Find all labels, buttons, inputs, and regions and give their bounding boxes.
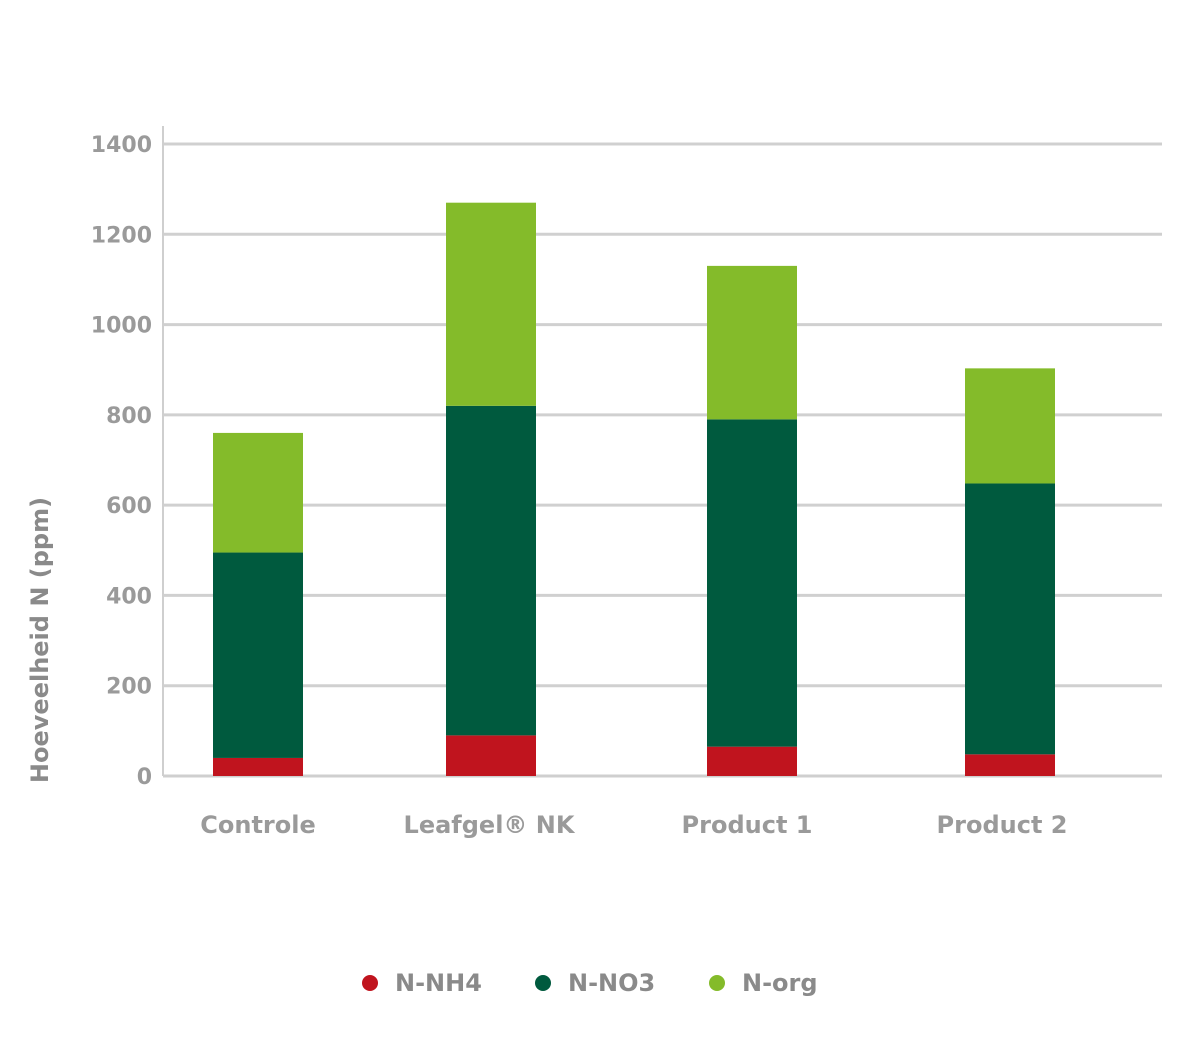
legend-item: N-NH4 bbox=[362, 969, 482, 997]
legend-label: N-NH4 bbox=[395, 969, 482, 997]
legend-label: N-org bbox=[742, 969, 818, 997]
y-tick-label: 0 bbox=[137, 765, 152, 790]
bar-segment-n-org bbox=[213, 432, 303, 553]
legend-marker bbox=[535, 975, 551, 991]
y-tick-label: 1000 bbox=[91, 314, 152, 339]
legend-item: N-org bbox=[709, 969, 818, 997]
y-tick-label: 800 bbox=[106, 404, 152, 429]
x-category-label: Controle bbox=[200, 811, 316, 839]
bar-segment-n-no3 bbox=[446, 405, 536, 736]
y-tick-labels: 0 200 400 600 800 1000 1200 1400 bbox=[91, 133, 152, 790]
bar-segment-n-nh4 bbox=[707, 746, 797, 776]
bar-segment-n-org bbox=[446, 202, 536, 406]
x-category-label: Product 2 bbox=[937, 811, 1068, 839]
legend-marker bbox=[709, 975, 725, 991]
bar-segment-n-org bbox=[965, 368, 1055, 484]
y-tick-label: 200 bbox=[106, 675, 152, 700]
legend-label: N-NO3 bbox=[568, 969, 655, 997]
bar-segment-n-org bbox=[707, 265, 797, 420]
legend-item: N-NO3 bbox=[535, 969, 655, 997]
y-tick-label: 400 bbox=[106, 584, 152, 609]
bar-segment-n-nh4 bbox=[446, 735, 536, 776]
bar-segment-n-nh4 bbox=[965, 754, 1055, 776]
x-category-label: Leafgel® NK bbox=[404, 811, 576, 839]
bars bbox=[213, 202, 1055, 776]
y-axis-label: Hoeveelheid N (ppm) bbox=[26, 497, 54, 783]
bar-segment-n-no3 bbox=[707, 419, 797, 747]
x-category-labels: Controle Leafgel® NK Product 1 Product 2 bbox=[200, 811, 1067, 839]
bar-segment-n-no3 bbox=[213, 552, 303, 758]
y-tick-label: 600 bbox=[106, 494, 152, 519]
legend: N-NH4 N-NO3 N-org bbox=[362, 969, 818, 997]
bar-segment-n-no3 bbox=[965, 483, 1055, 755]
y-tick-label: 1400 bbox=[91, 133, 152, 158]
legend-marker bbox=[362, 975, 378, 991]
bar-segment-n-nh4 bbox=[213, 757, 303, 776]
gridlines bbox=[163, 142, 1162, 688]
y-tick-label: 1200 bbox=[91, 223, 152, 248]
x-category-label: Product 1 bbox=[682, 811, 813, 839]
